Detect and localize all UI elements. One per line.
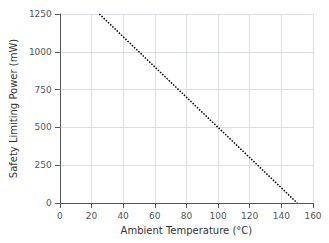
svg-text:0: 0 [46, 198, 52, 208]
svg-text:250: 250 [35, 160, 52, 170]
svg-text:80: 80 [181, 211, 193, 221]
svg-text:Ambient Temperature (°C): Ambient Temperature (°C) [121, 225, 253, 236]
svg-text:20: 20 [86, 211, 98, 221]
svg-text:60: 60 [149, 211, 161, 221]
svg-text:120: 120 [241, 211, 258, 221]
svg-text:1000: 1000 [29, 47, 52, 57]
svg-text:160: 160 [304, 211, 321, 221]
svg-text:140: 140 [273, 211, 290, 221]
svg-text:500: 500 [35, 122, 52, 132]
svg-text:0: 0 [57, 211, 63, 221]
svg-text:100: 100 [209, 211, 226, 221]
svg-text:40: 40 [117, 211, 129, 221]
svg-text:1250: 1250 [29, 9, 52, 19]
svg-text:Safety Limiting Power (mW): Safety Limiting Power (mW) [8, 39, 19, 179]
svg-text:750: 750 [35, 85, 52, 95]
